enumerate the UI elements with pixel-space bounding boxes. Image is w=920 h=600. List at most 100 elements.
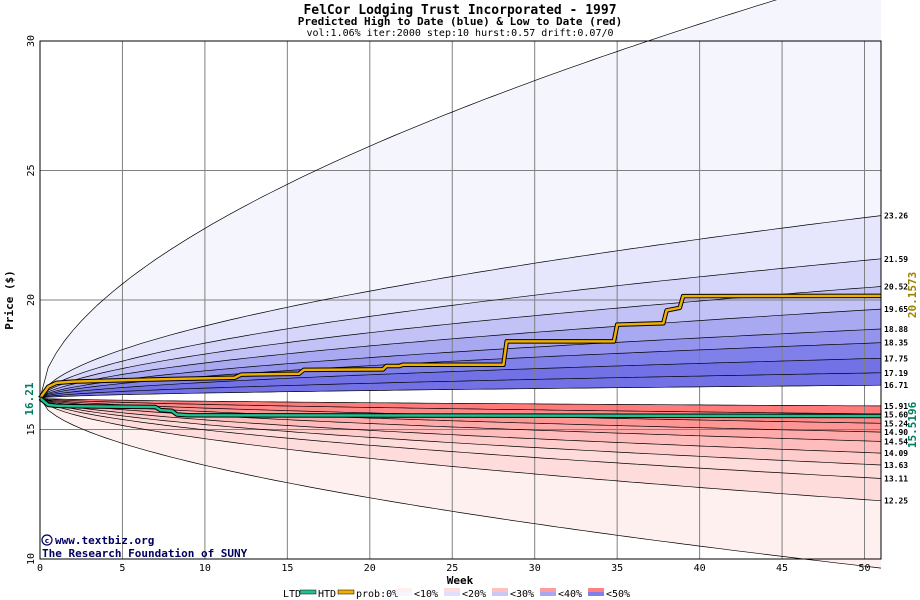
percentile-label: 14.54: [884, 437, 908, 446]
x-tick-label: 10: [199, 563, 211, 574]
legend-ltd-swatch: [299, 589, 317, 595]
percentile-labels: 23.26 21.59 20.52 19.65 18.88 18.35 17.75 17.19…: [884, 212, 908, 506]
x-axis-label: Week: [447, 574, 474, 587]
percentile-label: 13.11: [884, 475, 908, 484]
lower-band: [40, 398, 881, 442]
percentile-label: 21.59: [884, 255, 908, 264]
legend-bin-blue: [540, 592, 556, 596]
percentile-label: 14.90: [884, 428, 908, 437]
upper-band: [40, 329, 881, 399]
percentile-curve: [39, 397, 882, 466]
upper-band: [40, 309, 881, 399]
legend-bin-label: <10%: [414, 589, 438, 600]
percentile-label: 15.24: [884, 419, 908, 428]
legend-bin-blue: [588, 592, 604, 596]
percentile-label: 16.71: [884, 381, 908, 390]
percentile-curve: [39, 397, 881, 407]
percentile-label: 12.25: [884, 497, 908, 506]
legend-bin-label: <50%: [606, 589, 630, 600]
percentile-curve: [39, 357, 882, 399]
upper-band: [40, 342, 881, 399]
percentile-label: 13.63: [884, 461, 908, 470]
upper-band: [40, 358, 881, 399]
lower-band: [40, 398, 881, 501]
percentile-curve: [39, 308, 882, 399]
legend-bin-label: <20%: [462, 589, 486, 600]
x-tick-label: 40: [694, 563, 706, 574]
percentile-label: 19.65: [884, 305, 908, 314]
percentile-label: 17.75: [884, 354, 908, 363]
htd-line: [38, 294, 882, 399]
percentile-curve: [39, 384, 882, 399]
percentile-curve: [39, 0, 778, 399]
x-tick-label: 15: [281, 563, 293, 574]
legend-bin-red: [396, 588, 412, 592]
legend-bin-red: [588, 588, 604, 592]
upper-band: [40, 286, 881, 399]
percentile-curve: [39, 328, 882, 399]
x-tick-label: 20: [364, 563, 376, 574]
watermark: c www.textbiz.org The Research Foundatio…: [41, 534, 248, 560]
legend-bin-blue: [396, 592, 412, 596]
legend-htd-swatch: [337, 589, 355, 595]
percentile-curve: [39, 397, 882, 433]
percentile-label: 20.52: [884, 283, 908, 292]
percentile-curve: [39, 215, 882, 399]
x-tick-label: 45: [776, 563, 788, 574]
lower-band: [40, 398, 881, 569]
x-tick-label: 5: [119, 563, 125, 574]
lower-band: [40, 398, 881, 465]
chart-subtitle: Predicted High to Date (blue) & Low to D…: [298, 15, 623, 28]
probability-bands: [40, 0, 881, 569]
legend-ltd-label: LTD: [283, 589, 301, 600]
series-lines: [38, 293, 882, 419]
y-tick-labels: 10 15 20 25 30: [26, 35, 37, 565]
percentile-curve: [39, 397, 882, 502]
x-tick-label: 30: [529, 563, 541, 574]
percentile-label: 15.60: [884, 410, 908, 419]
upper-band: [40, 258, 881, 399]
y-tick-label: 10: [26, 553, 37, 565]
y-tick-label: 20: [26, 294, 37, 306]
y-tick-label: 30: [26, 35, 37, 47]
percentile-label: 18.35: [884, 339, 908, 348]
percentile-label: 23.26: [884, 212, 908, 221]
watermark-line2: The Research Foundation of SUNY: [42, 547, 248, 560]
watermark-line1: www.textbiz.org: [55, 534, 154, 547]
chart-title: FelCor Lodging Trust Incorporated - 1997: [303, 3, 616, 18]
percentile-label: 14.09: [884, 449, 908, 458]
upper-band: [40, 0, 881, 399]
percentile-curve: [39, 372, 882, 399]
copyright-glyph: c: [45, 537, 49, 545]
percentile-label: 15.91: [884, 402, 908, 411]
legend-bin-red: [492, 588, 508, 592]
percentile-curve: [39, 397, 882, 454]
htd-final-label: 20.1573: [906, 272, 919, 318]
center-band: [40, 385, 881, 406]
x-tick-label: 25: [446, 563, 458, 574]
upper-band: [40, 215, 881, 399]
lower-band: [40, 398, 881, 479]
chart-params: vol:1.06% iter:2000 step:10 hurst:0.57 d…: [306, 28, 613, 39]
plot-frame: [39, 40, 882, 560]
percentile-curve: [39, 258, 882, 399]
percentile-curve: [39, 397, 882, 479]
legend: LTD HTD prob:0% <10% <20% <30% <40% <50%: [283, 588, 630, 600]
ltd-line: [39, 397, 882, 418]
x-tick-label: 50: [858, 563, 870, 574]
percentile-label: 17.19: [884, 369, 908, 378]
percentile-label: 18.88: [884, 325, 908, 334]
y-tick-label: 25: [26, 164, 37, 176]
legend-htd-label: HTD: [318, 589, 336, 600]
legend-prob-label: prob:0%: [356, 589, 398, 600]
lower-band: [40, 398, 881, 454]
legend-bin-red: [444, 588, 460, 592]
legend-bin-blue: [492, 592, 508, 596]
x-tick-label: 35: [611, 563, 623, 574]
y-axis-label: Price ($): [3, 270, 16, 330]
legend-bin-red: [540, 588, 556, 592]
legend-bin-label: <40%: [558, 589, 582, 600]
legend-bin-label: <30%: [510, 589, 534, 600]
copyright-icon: [41, 534, 53, 546]
upper-band: [40, 372, 881, 399]
